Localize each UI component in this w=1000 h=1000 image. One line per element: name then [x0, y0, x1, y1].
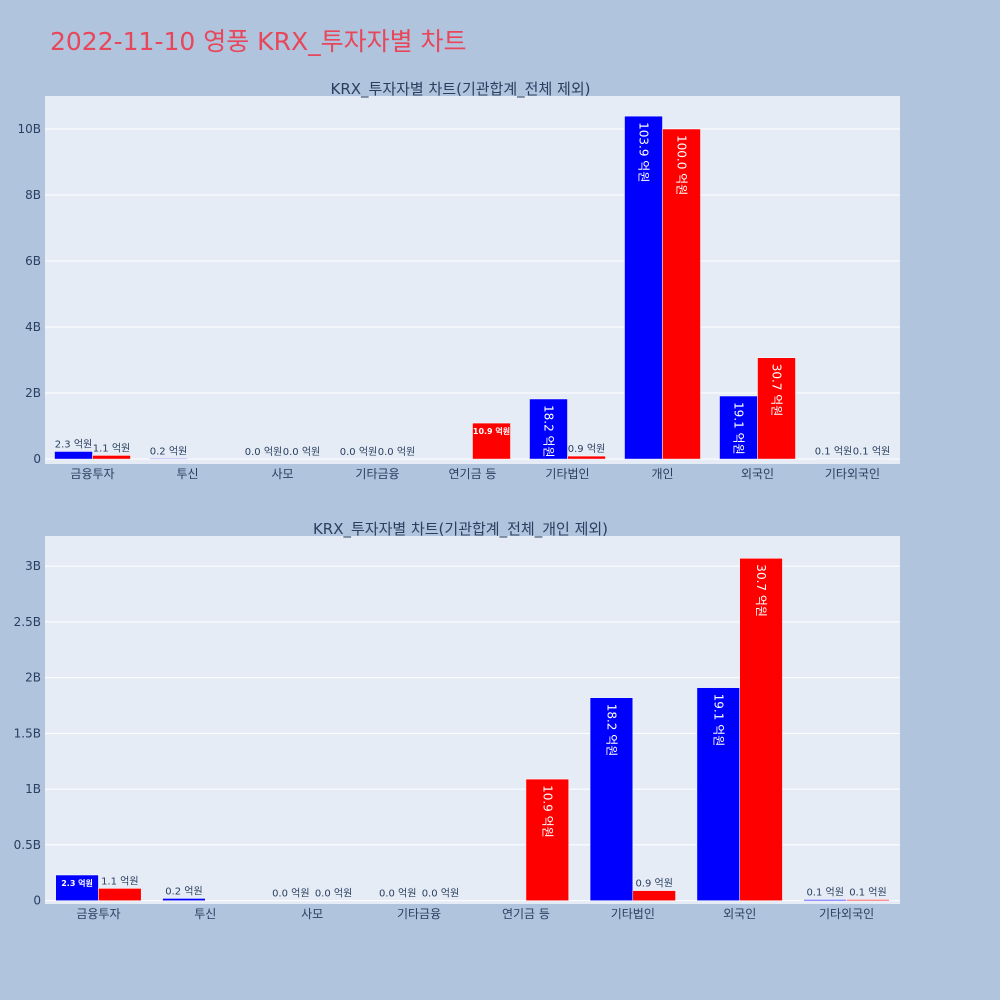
bar: [739, 558, 783, 901]
bar: [55, 874, 99, 901]
data-label: 18.2 억원: [604, 704, 618, 757]
page-title: 2022-11-10 영풍 KRX_투자자별 차트: [50, 27, 467, 56]
data-label: 0.1 억원: [815, 446, 852, 458]
bar: [98, 888, 142, 901]
data-label: 0.0 억원: [283, 446, 320, 458]
y-tick-label: 1B: [25, 782, 41, 796]
y-tick-label: 2B: [25, 386, 41, 400]
chart-title: KRX_투자자별 차트(기관합계_전체_개인 제외): [313, 520, 608, 539]
x-tick-label: 기타금융: [355, 467, 399, 481]
bar: [846, 899, 890, 901]
data-label: 0.0 억원: [315, 888, 352, 900]
bar: [525, 778, 569, 901]
x-tick-label: 연기금 등: [449, 467, 497, 481]
x-tick-label: 금융투자: [70, 467, 114, 481]
y-tick-label: 2.5B: [14, 615, 41, 629]
y-tick-label: 0: [33, 894, 41, 908]
data-label: 18.2 억원: [542, 405, 556, 458]
y-tick-label: 0: [33, 452, 41, 466]
bar: [803, 899, 847, 901]
y-tick-label: 3B: [25, 559, 41, 573]
y-tick-label: 4B: [25, 320, 41, 334]
bar: [54, 451, 93, 460]
y-tick-label: 6B: [25, 254, 41, 268]
x-tick-label: 기타금융: [397, 907, 441, 921]
bar: [162, 898, 206, 901]
x-tick-label: 기타법인: [611, 907, 655, 921]
data-label: 0.0 억원: [378, 446, 415, 458]
bar: [149, 458, 188, 460]
bar: [719, 395, 758, 460]
x-tick-label: 투신: [176, 467, 198, 481]
data-label: 103.9 억원: [637, 122, 651, 182]
bar: [632, 890, 676, 901]
chart-2: 0 0.5B 1B 1.5B 2B 2.5B 3B KRX_투자자별 차트(기관합계_전체_개…: [14, 520, 900, 921]
bar: [529, 398, 568, 460]
data-label: 0.9 억원: [568, 443, 605, 455]
x-tick-label: 개인: [651, 467, 673, 481]
x-tick-label: 투신: [194, 907, 216, 921]
bar: [92, 455, 131, 460]
data-label: 0.2 억원: [165, 885, 202, 897]
bar: [696, 687, 740, 901]
data-label: 30.7 억원: [770, 364, 784, 417]
data-label: 0.0 억원: [272, 888, 309, 900]
data-label: 10.9 억원: [540, 785, 554, 838]
chart-1: 0 2B 4B 6B 8B 10B KRX_투자자별 차트(기관합계_전체 제외) 금융투자 2…: [17, 80, 900, 481]
x-tick-label: 기타외국인: [825, 467, 880, 481]
data-label: 0.2 억원: [150, 445, 187, 457]
y-tick-label: 1.5B: [14, 726, 41, 740]
y-tick-label: 2B: [25, 671, 41, 685]
data-label: 0.9 억원: [635, 878, 672, 890]
data-label: 30.7 억원: [754, 564, 768, 617]
bar: [472, 422, 511, 460]
x-tick-label: 외국인: [723, 907, 756, 921]
x-tick-label: 연기금 등: [502, 907, 550, 921]
x-tick-label: 기타법인: [545, 467, 589, 481]
y-tick-label: 10B: [17, 122, 41, 136]
bar: [624, 115, 663, 460]
bar: [757, 357, 796, 460]
data-label: 0.1 억원: [806, 887, 843, 899]
data-label: 0.1 억원: [853, 446, 890, 458]
data-label: 0.1 억원: [849, 887, 886, 899]
data-label: 100.0 억원: [675, 135, 689, 195]
chart-title: KRX_투자자별 차트(기관합계_전체 제외): [331, 80, 591, 99]
data-label: 2.3 억원: [61, 878, 93, 888]
x-tick-label: 사모: [271, 467, 293, 481]
data-label: 0.0 억원: [245, 446, 282, 458]
data-label: 1.1 억원: [93, 442, 130, 454]
data-label: 1.1 억원: [101, 875, 138, 887]
data-label: 19.1 억원: [732, 402, 746, 455]
x-tick-label: 외국인: [741, 467, 774, 481]
data-label: 2.3 억원: [55, 438, 92, 450]
bar: [662, 128, 701, 460]
data-label: 0.0 억원: [379, 888, 416, 900]
x-tick-label: 금융투자: [76, 907, 120, 921]
bar: [567, 455, 606, 460]
data-label: 0.0 억원: [340, 446, 377, 458]
y-tick-label: 8B: [25, 188, 41, 202]
bar: [589, 697, 634, 901]
data-label: 0.0 억원: [422, 888, 459, 900]
x-tick-label: 기타외국인: [819, 907, 874, 921]
data-label: 10.9 억원: [473, 426, 510, 436]
y-tick-label: 0.5B: [14, 838, 41, 852]
data-label: 19.1 억원: [711, 694, 725, 747]
x-tick-label: 사모: [301, 907, 323, 921]
